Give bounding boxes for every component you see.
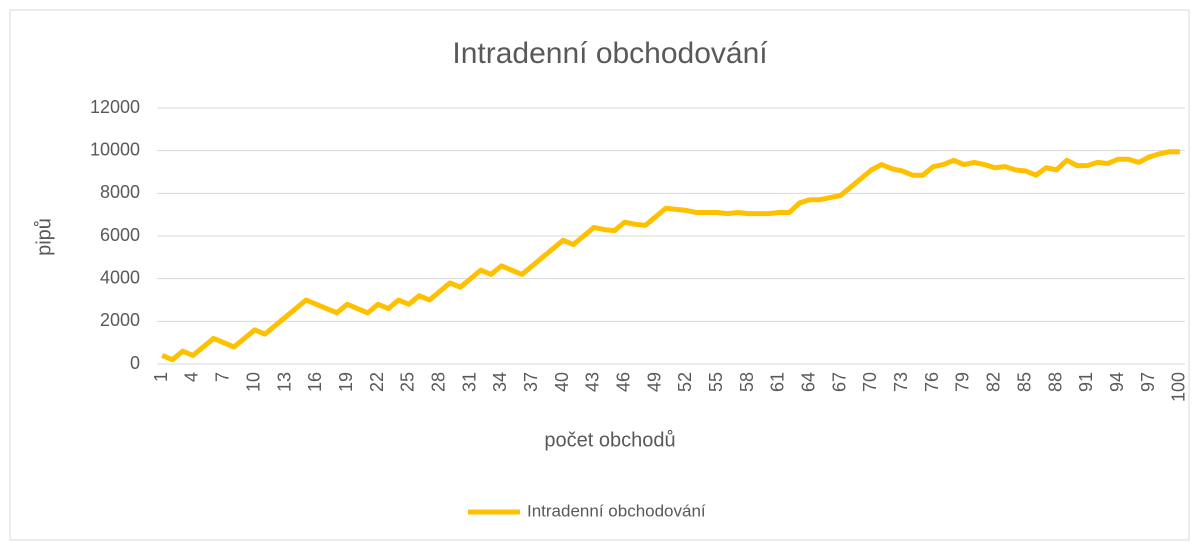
series-line [161,149,1180,363]
x-tick-label: 22 [367,372,387,392]
x-tick-label: 76 [922,372,942,392]
x-tick-label: 58 [737,372,757,392]
x-tick-label: 4 [182,372,202,382]
x-tick-label: 82 [984,372,1004,392]
x-tick-label: 46 [613,372,633,392]
y-tick-label: 6000 [100,225,140,245]
x-tick-label: 91 [1076,372,1096,392]
y-tick-label: 0 [130,353,140,373]
chart-title: Intradenní obchodování [452,37,768,70]
y-axis-title: pipů [33,218,55,256]
x-tick-label: 85 [1014,372,1034,392]
x-tick-label: 31 [459,372,479,392]
x-tick-label: 73 [891,372,911,392]
x-tick-label: 97 [1138,372,1158,392]
legend-label: Intradenní obchodování [527,501,706,520]
y-tick-label: 4000 [100,267,140,287]
y-tick-label: 10000 [90,139,140,159]
x-tick-label: 70 [860,372,880,392]
x-tick-label: 88 [1045,372,1065,392]
x-tick-label: 79 [953,372,973,392]
x-tick-label: 94 [1107,372,1127,392]
x-tick-label: 13 [274,372,294,392]
x-tick-label: 64 [799,372,819,392]
x-tick-label: 19 [336,372,356,392]
x-tick-label: 55 [706,372,726,392]
x-tick-label: 10 [243,372,263,392]
y-tick-label: 12000 [90,97,140,117]
x-axis-title: počet obchodů [544,429,675,451]
x-tick-label: 16 [305,372,325,392]
x-tick-label: 43 [583,372,603,392]
x-tick-label: 25 [398,372,418,392]
x-tick-label: 67 [829,372,849,392]
x-tick-label: 100 [1169,372,1189,402]
y-tick-label: 8000 [100,182,140,202]
chart-border [9,9,1190,541]
x-tick-label: 52 [675,372,695,392]
x-tick-label: 37 [521,372,541,392]
y-tick-label: 2000 [100,310,140,330]
x-tick-label: 28 [428,372,448,392]
x-tick-label: 1 [151,372,171,382]
x-tick-label: 49 [644,372,664,392]
x-tick-label: 7 [213,372,233,382]
x-tick-label: 40 [552,372,572,392]
x-tick-label: 61 [768,372,788,392]
x-tick-label: 34 [490,372,510,392]
